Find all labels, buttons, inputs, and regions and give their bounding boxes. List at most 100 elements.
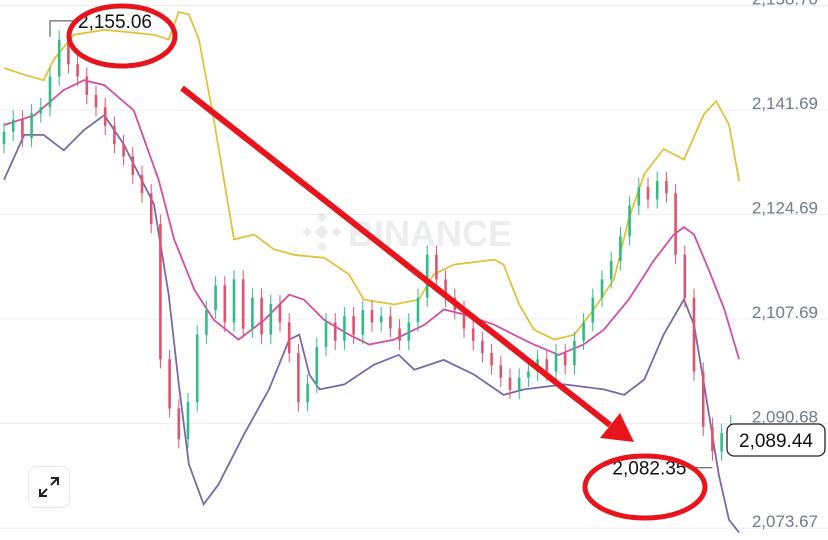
candle-body xyxy=(435,254,438,280)
candle xyxy=(186,393,190,449)
candle-body xyxy=(361,310,365,335)
candle xyxy=(131,147,135,185)
candle-body xyxy=(407,322,411,341)
candle xyxy=(57,30,61,86)
candle xyxy=(563,343,567,375)
low-highlight-ellipse xyxy=(582,453,708,521)
trend-arrow-line xyxy=(180,85,612,428)
expand-chart-button[interactable] xyxy=(28,466,70,508)
annotations xyxy=(66,3,708,521)
candle-body xyxy=(149,193,153,225)
candle-body xyxy=(692,297,696,372)
low-price-label: 2,082.35 xyxy=(612,459,686,480)
candle xyxy=(352,306,355,344)
candle xyxy=(177,399,181,449)
middle-band-line xyxy=(3,79,740,360)
candle xyxy=(674,184,677,264)
candle-body xyxy=(600,279,604,298)
candle xyxy=(30,104,33,148)
candle xyxy=(324,313,328,357)
candle-body xyxy=(563,353,567,366)
candle-body xyxy=(48,76,52,108)
y-tick-label: 2,158.70 xyxy=(752,0,818,8)
candle xyxy=(398,319,401,351)
candle xyxy=(389,306,392,338)
candle-body xyxy=(67,39,70,65)
candle xyxy=(122,134,125,166)
candle xyxy=(471,319,475,351)
candle-body xyxy=(251,297,254,329)
candle-body xyxy=(232,279,236,323)
candle xyxy=(103,98,107,135)
high-price-label: 2,155.06 xyxy=(78,12,152,33)
candle-body xyxy=(720,432,723,452)
candle-body xyxy=(665,180,668,194)
candle-body xyxy=(214,285,217,311)
candle-body xyxy=(508,377,512,390)
candle-body xyxy=(103,107,107,126)
candle-body xyxy=(94,94,98,108)
candle xyxy=(517,368,521,400)
high-marker-line xyxy=(49,20,76,37)
candle-body xyxy=(683,254,687,298)
upper-band-line xyxy=(3,10,740,341)
candle xyxy=(260,288,263,344)
candle xyxy=(481,331,484,363)
candle-body xyxy=(168,359,171,409)
candle-body xyxy=(21,119,24,138)
candle-body xyxy=(333,322,337,341)
candle xyxy=(619,227,622,271)
candle xyxy=(609,251,613,289)
candle-body xyxy=(462,310,466,329)
y-tick-label: 2,073.67 xyxy=(752,512,818,531)
high-highlight-ellipse xyxy=(66,3,178,69)
candle-body xyxy=(269,303,273,335)
candle xyxy=(444,270,447,307)
candle xyxy=(94,85,98,117)
candle xyxy=(333,313,337,351)
candle-body xyxy=(186,402,190,440)
candle xyxy=(343,306,346,351)
y-tick-label: 2,124.69 xyxy=(752,198,818,217)
watermark: BINANCE xyxy=(302,212,512,254)
candle xyxy=(76,54,79,86)
candle xyxy=(370,300,374,332)
candle-body xyxy=(619,236,622,261)
candle-body xyxy=(30,113,33,138)
y-tick-label: 2,107.69 xyxy=(752,303,818,322)
candle-body xyxy=(140,174,144,194)
candle xyxy=(711,417,714,461)
candle-body xyxy=(701,371,705,427)
binance-logo-icon xyxy=(302,212,342,252)
candle-body xyxy=(2,131,6,145)
candle xyxy=(39,98,43,123)
candle xyxy=(195,325,199,412)
candle xyxy=(214,276,217,320)
candle xyxy=(425,245,429,307)
candle-body xyxy=(517,377,521,390)
candle-body xyxy=(223,285,227,323)
candle-body xyxy=(471,328,475,341)
grid-lines xyxy=(0,4,828,529)
candle xyxy=(159,214,162,369)
candle xyxy=(11,110,15,142)
candle-body xyxy=(287,322,291,354)
candle-body xyxy=(306,383,309,403)
candle xyxy=(232,270,236,332)
candle xyxy=(646,177,650,209)
candle-body xyxy=(11,119,15,132)
candle-body xyxy=(177,408,181,440)
candle xyxy=(205,300,208,344)
candle xyxy=(416,288,420,332)
candle-body xyxy=(159,224,162,360)
candle xyxy=(573,331,576,375)
candle-body xyxy=(379,316,383,323)
candle-body xyxy=(195,334,199,403)
candle-body xyxy=(582,322,585,341)
candle xyxy=(297,343,300,412)
candle-body xyxy=(122,144,125,157)
candle xyxy=(628,196,631,246)
candle xyxy=(554,343,558,381)
candle-body xyxy=(628,205,631,237)
candle xyxy=(407,313,411,351)
